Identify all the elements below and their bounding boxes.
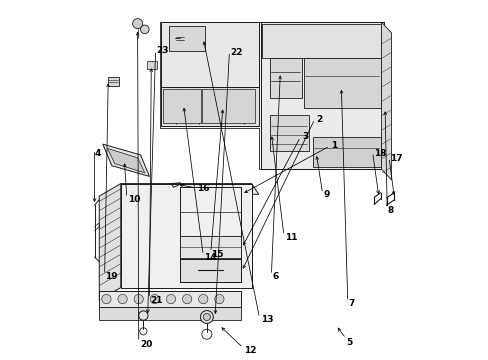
Circle shape <box>198 294 207 304</box>
Circle shape <box>139 311 148 320</box>
Polygon shape <box>107 77 119 86</box>
Polygon shape <box>99 291 241 307</box>
Text: 7: 7 <box>348 299 354 308</box>
Polygon shape <box>99 184 121 300</box>
Text: 20: 20 <box>140 341 152 350</box>
Circle shape <box>140 25 149 34</box>
Polygon shape <box>161 22 258 87</box>
Polygon shape <box>147 61 156 69</box>
Text: 19: 19 <box>105 272 118 281</box>
Text: 23: 23 <box>156 46 169 55</box>
Text: 10: 10 <box>128 195 140 204</box>
Polygon shape <box>121 184 251 288</box>
Polygon shape <box>260 22 384 169</box>
Text: 11: 11 <box>284 233 297 242</box>
Polygon shape <box>102 144 149 176</box>
Polygon shape <box>381 22 391 180</box>
Polygon shape <box>180 259 241 282</box>
Text: 17: 17 <box>389 154 402 163</box>
Polygon shape <box>107 148 144 173</box>
Text: 6: 6 <box>272 272 278 281</box>
Polygon shape <box>169 26 204 51</box>
Text: 3: 3 <box>301 132 307 141</box>
Text: 14: 14 <box>204 253 217 262</box>
Circle shape <box>200 311 213 323</box>
Text: 16: 16 <box>197 184 209 193</box>
Text: 15: 15 <box>211 250 224 259</box>
Polygon shape <box>303 58 380 108</box>
Polygon shape <box>180 235 241 258</box>
Text: 2: 2 <box>316 114 322 123</box>
Polygon shape <box>269 58 301 98</box>
Polygon shape <box>121 184 258 194</box>
Text: 21: 21 <box>150 296 163 305</box>
Text: 1: 1 <box>330 141 336 150</box>
Circle shape <box>134 294 143 304</box>
Polygon shape <box>161 87 258 126</box>
Text: 4: 4 <box>94 149 101 158</box>
Circle shape <box>150 294 159 304</box>
Text: 13: 13 <box>260 315 273 324</box>
Polygon shape <box>262 24 381 58</box>
Circle shape <box>132 19 142 29</box>
Polygon shape <box>163 89 201 123</box>
Circle shape <box>203 314 210 320</box>
Polygon shape <box>99 307 241 320</box>
Circle shape <box>102 294 111 304</box>
Text: 8: 8 <box>387 206 393 215</box>
Text: 22: 22 <box>230 48 242 57</box>
Text: 9: 9 <box>323 190 329 199</box>
Text: 18: 18 <box>373 149 386 158</box>
Circle shape <box>118 294 127 304</box>
Text: 12: 12 <box>244 346 256 355</box>
Polygon shape <box>269 116 308 151</box>
Polygon shape <box>160 22 384 169</box>
Circle shape <box>166 294 175 304</box>
Text: 5: 5 <box>346 338 352 347</box>
Polygon shape <box>202 89 255 123</box>
Polygon shape <box>312 137 380 167</box>
Circle shape <box>214 294 224 304</box>
Circle shape <box>182 294 191 304</box>
